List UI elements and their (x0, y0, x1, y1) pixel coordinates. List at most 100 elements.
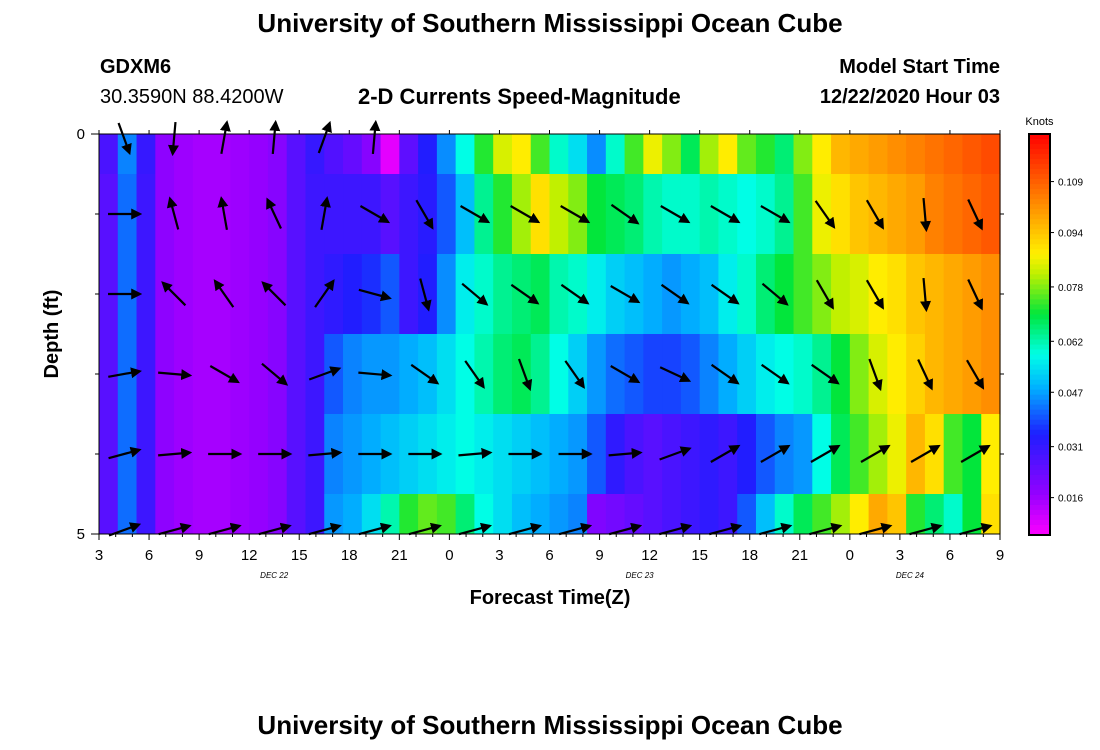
current-vector (710, 444, 741, 463)
x-tick-label: 21 (791, 547, 808, 564)
x-tick-label: 15 (691, 547, 708, 564)
speed-cell (286, 334, 307, 415)
speed-cell (418, 334, 438, 415)
x-tick-label: 6 (545, 547, 553, 564)
current-vector (308, 447, 343, 459)
speed-cell (662, 174, 682, 255)
current-vector (460, 205, 491, 224)
speed-cell (549, 174, 569, 255)
colorbar-segment (1029, 369, 1050, 376)
colorbar-segment (1029, 274, 1050, 280)
current-vector (219, 120, 231, 154)
speed-cell (418, 134, 438, 175)
speed-cell (511, 134, 532, 175)
colorbar-segment (1029, 234, 1050, 240)
speed-cell (924, 254, 945, 335)
speed-cell (662, 254, 682, 335)
colorbar-tick-label: 0.016 (1058, 494, 1083, 505)
current-vector (710, 283, 740, 305)
speed-cell (211, 254, 231, 335)
current-vector (810, 444, 841, 463)
speed-cell (343, 174, 363, 255)
speed-cell (793, 174, 813, 255)
speed-cell (887, 174, 907, 255)
current-vector (659, 446, 692, 461)
speed-cell (455, 254, 476, 335)
speed-cell (774, 414, 795, 495)
speed-cell (718, 334, 738, 415)
current-vector (920, 197, 932, 233)
colorbar-segment (1029, 159, 1050, 165)
speed-cell (737, 134, 757, 175)
speed-cell (249, 494, 269, 535)
speed-cell (624, 134, 644, 175)
speed-cell (511, 494, 532, 535)
colorbar-segment (1029, 374, 1050, 381)
colorbar-segment (1029, 264, 1050, 270)
speed-cell (192, 174, 213, 255)
y-axis-label: Depth (ft) (41, 290, 63, 379)
colorbar-frame (1028, 133, 1051, 536)
speed-cell (887, 334, 907, 415)
colorbar-segment (1029, 519, 1050, 526)
speed-cell (755, 134, 776, 175)
speed-cell (793, 414, 813, 495)
current-vector (320, 196, 331, 230)
colorbar-segment (1029, 239, 1050, 245)
speed-cell (793, 134, 813, 175)
current-vector (108, 446, 142, 460)
current-vector (560, 283, 590, 305)
speed-cell (174, 254, 194, 335)
speed-cell (906, 334, 926, 415)
speed-cell (530, 334, 551, 415)
speed-cell (943, 334, 964, 415)
speed-cell (680, 134, 701, 175)
colorbar-segment (1029, 199, 1050, 205)
colorbar-segment (1029, 319, 1050, 326)
speed-cell (211, 134, 231, 175)
speed-cell (211, 174, 231, 255)
colorbar-tick-label: 0.109 (1058, 178, 1083, 189)
colorbar-segment (1029, 474, 1050, 481)
current-vector (266, 197, 282, 229)
speed-cell (849, 494, 870, 535)
speed-cell (267, 134, 288, 175)
current-vector (759, 522, 793, 536)
colorbar-segment (1029, 344, 1050, 351)
speed-cell (267, 174, 288, 255)
speed-cell (943, 494, 964, 535)
speed-cell (812, 174, 832, 255)
current-vector (610, 365, 641, 384)
current-vector (314, 279, 335, 308)
colorbar-segment (1029, 324, 1050, 331)
speed-cell (455, 174, 476, 255)
colorbar-segment (1029, 504, 1050, 511)
speed-cell (662, 334, 682, 415)
speed-cell (455, 494, 476, 535)
x-tick-label: 3 (95, 547, 103, 564)
current-vector (967, 199, 983, 231)
speed-cell (324, 174, 344, 255)
speed-cell (774, 254, 795, 335)
colorbar-segment (1029, 444, 1050, 451)
current-vector (564, 360, 585, 389)
speed-cell (906, 494, 926, 535)
speed-cell (981, 334, 1001, 415)
colorbar-segment (1029, 389, 1050, 396)
x-tick-label: 21 (391, 547, 408, 564)
current-vector (410, 363, 440, 385)
speed-cell (436, 334, 457, 415)
speed-cell (305, 174, 325, 255)
speed-cell (361, 494, 382, 535)
current-vector (560, 205, 591, 224)
current-vector (458, 522, 492, 536)
speed-cell (718, 174, 738, 255)
speed-cell (286, 414, 307, 495)
speed-cell (474, 174, 494, 255)
current-vector (610, 285, 641, 304)
speed-cell (343, 494, 363, 535)
speed-cell (868, 254, 888, 335)
speed-cell (249, 174, 269, 255)
current-vector (811, 363, 840, 385)
speed-cell (831, 334, 851, 415)
